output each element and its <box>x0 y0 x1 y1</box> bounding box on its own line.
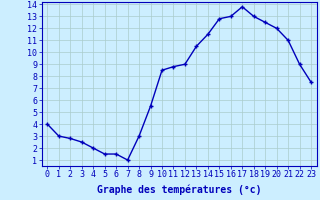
X-axis label: Graphe des températures (°c): Graphe des températures (°c) <box>97 185 261 195</box>
